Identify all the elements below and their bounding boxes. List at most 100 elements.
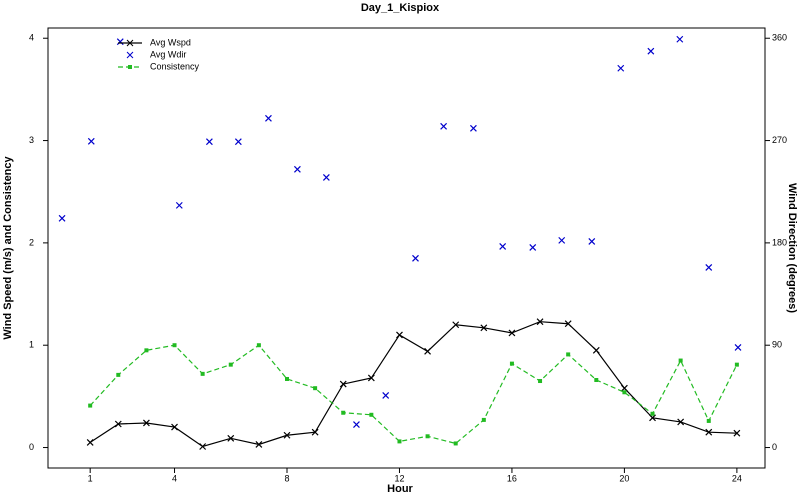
legend-marker (126, 39, 134, 47)
marker (452, 321, 460, 329)
marker (469, 124, 477, 132)
marker (172, 343, 177, 348)
marker (734, 362, 739, 367)
marker (227, 434, 235, 442)
marker (234, 138, 242, 146)
marker (322, 173, 330, 181)
y-tick-label: 3 (29, 135, 34, 145)
legend-label: Consistency (150, 61, 200, 71)
marker (256, 343, 261, 348)
marker (311, 428, 319, 436)
marker (508, 329, 516, 337)
marker (142, 419, 150, 427)
marker (678, 358, 683, 363)
marker (536, 318, 544, 326)
marker (564, 320, 572, 328)
marker (705, 264, 713, 271)
marker (509, 361, 514, 366)
marker (58, 214, 66, 222)
y2-tick-label: 90 (772, 340, 782, 350)
marker (440, 122, 448, 130)
marker (367, 374, 375, 382)
marker (339, 380, 347, 388)
marker (538, 379, 543, 384)
marker (87, 137, 95, 145)
y2-tick-label: 0 (772, 442, 777, 452)
marker (424, 347, 432, 355)
marker (480, 324, 488, 332)
y-tick-label: 0 (29, 442, 34, 452)
marker (733, 429, 741, 437)
series-line (89, 321, 737, 448)
marker (114, 420, 122, 428)
x-tick-label: 20 (619, 473, 629, 483)
marker (650, 411, 655, 416)
marker (617, 64, 625, 72)
marker (199, 443, 207, 450)
marker (353, 421, 360, 428)
y-tick-label: 2 (29, 237, 34, 247)
marker (425, 434, 430, 439)
marker (676, 35, 684, 43)
x-tick-label: 4 (172, 473, 177, 483)
marker (382, 392, 390, 399)
y2-axis-label: Wind Direction (degrees) (786, 183, 798, 313)
marker (647, 47, 655, 55)
x-tick-label: 16 (507, 473, 517, 483)
marker (706, 418, 711, 423)
marker (116, 372, 121, 377)
y-axis-label: Wind Speed (m/s) and Consistency (2, 155, 14, 339)
chart-title: Day_1_Kispiox (361, 2, 440, 14)
marker (396, 331, 403, 339)
marker (283, 431, 291, 439)
marker (588, 237, 596, 245)
marker (175, 201, 183, 209)
plot-frame (47, 27, 766, 469)
marker (228, 362, 233, 367)
marker (649, 414, 656, 422)
x-tick-label: 24 (732, 473, 742, 483)
marker (529, 244, 537, 251)
series-line (89, 344, 738, 445)
marker (594, 378, 599, 382)
y-tick-label: 4 (29, 33, 34, 43)
marker (285, 376, 289, 381)
y2-tick-label: 360 (772, 33, 787, 43)
marker (116, 38, 124, 46)
marker (369, 412, 374, 417)
y-tick-label: 1 (29, 340, 34, 350)
x-tick-label: 8 (284, 473, 289, 483)
marker (558, 236, 566, 244)
legend-marker (128, 65, 132, 69)
x-tick-label: 1 (88, 473, 93, 483)
marker (88, 403, 93, 408)
legend-label: Avg Wdir (150, 49, 186, 59)
marker (622, 390, 627, 395)
y2-tick-label: 180 (772, 237, 787, 247)
marker (481, 417, 486, 422)
marker (499, 242, 507, 250)
marker (265, 114, 272, 122)
marker (677, 418, 685, 426)
marker (144, 348, 149, 353)
x-tick-label: 12 (394, 473, 404, 483)
legend-marker (126, 51, 134, 59)
y2-tick-label: 270 (772, 135, 787, 145)
marker (255, 441, 263, 448)
marker (293, 165, 301, 173)
x-axis-label: Hour (387, 483, 413, 495)
marker (412, 254, 419, 262)
marker (592, 346, 600, 354)
marker (171, 423, 178, 431)
marker (705, 428, 713, 436)
marker (620, 384, 628, 392)
legend-label: Avg Wspd (150, 37, 191, 47)
marker (341, 410, 346, 415)
marker (566, 352, 571, 357)
marker (313, 386, 318, 391)
marker (86, 438, 94, 446)
marker (453, 441, 458, 446)
marker (397, 439, 402, 444)
